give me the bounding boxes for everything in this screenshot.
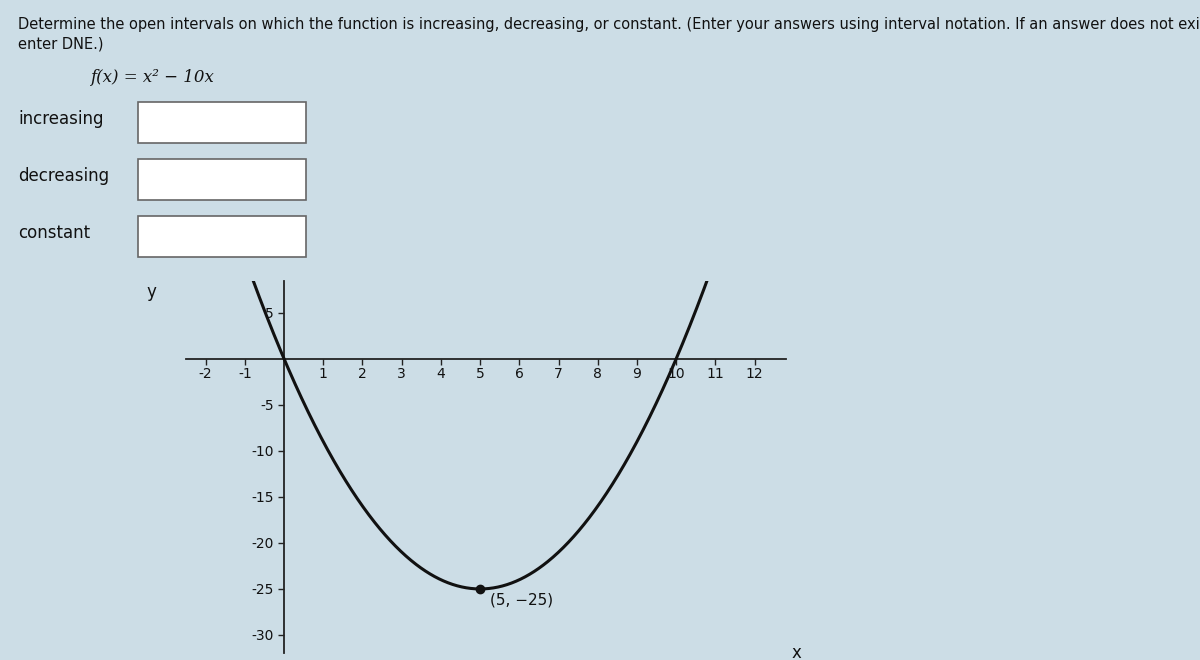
Text: constant: constant (18, 224, 90, 242)
Text: y: y (146, 283, 156, 301)
Text: increasing: increasing (18, 110, 103, 128)
Text: f(x) = x² − 10x: f(x) = x² − 10x (90, 69, 214, 86)
Text: enter DNE.): enter DNE.) (18, 36, 103, 51)
Text: Determine the open intervals on which the function is increasing, decreasing, or: Determine the open intervals on which th… (18, 16, 1200, 32)
Text: decreasing: decreasing (18, 167, 109, 185)
Text: x: x (792, 644, 802, 660)
Text: (5, −25): (5, −25) (490, 593, 553, 608)
